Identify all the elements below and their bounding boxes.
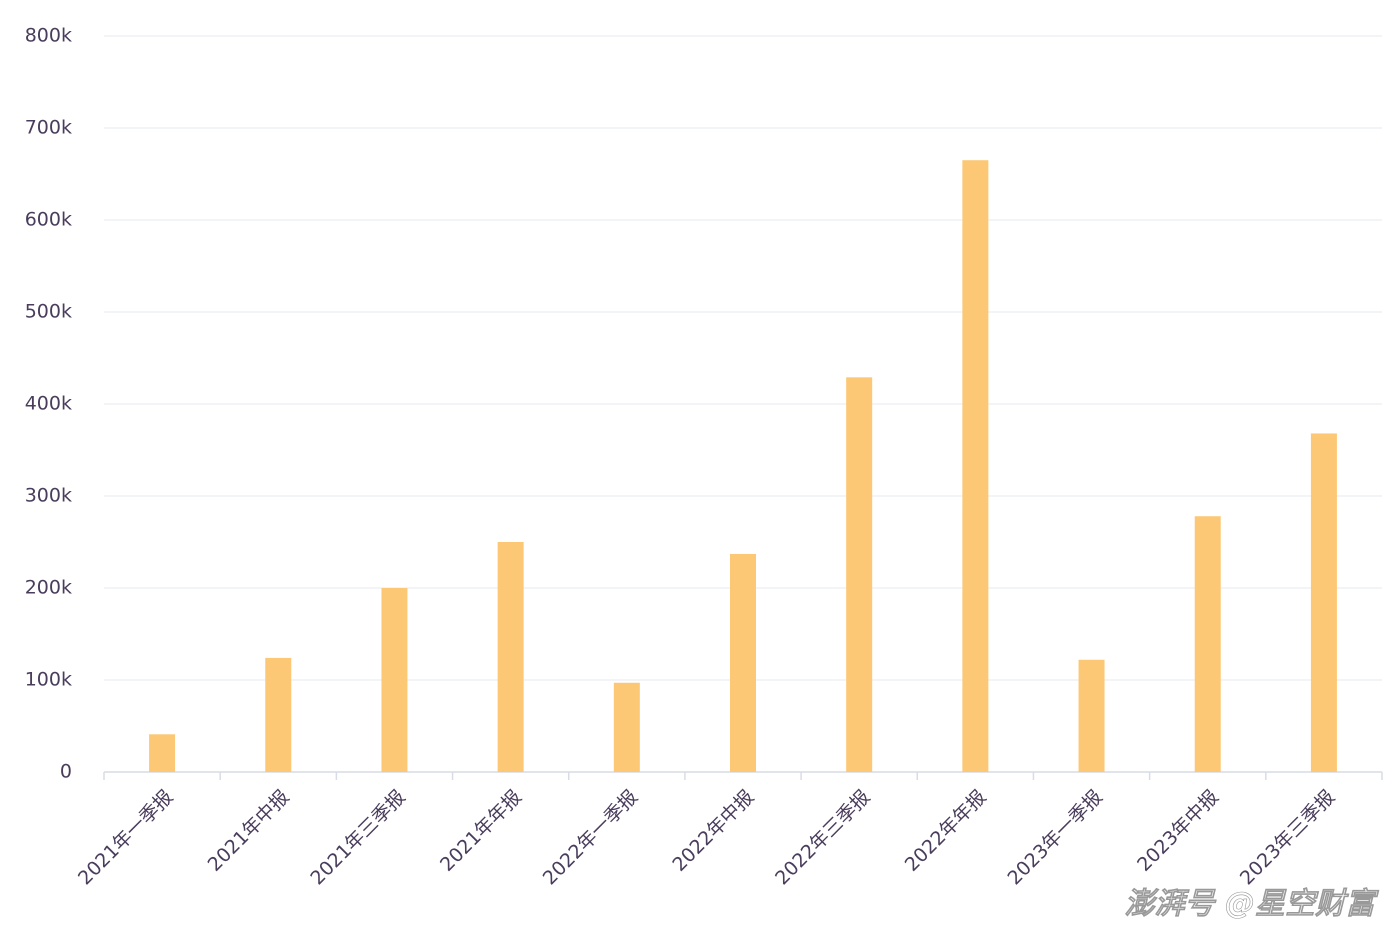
y-tick-label: 200k	[25, 577, 72, 599]
x-tick-label: 2023年三季报	[1236, 786, 1339, 889]
x-tick-label: 2021年年报	[436, 786, 526, 876]
bar	[1194, 516, 1221, 772]
x-tick-label: 2021年一季报	[74, 786, 177, 889]
bar	[613, 682, 640, 772]
bar	[730, 553, 756, 772]
bar	[1078, 659, 1105, 772]
y-tick-label: 800k	[25, 25, 72, 47]
x-tick-label: 2022年年报	[901, 786, 991, 876]
bar	[1310, 433, 1337, 772]
x-tick-label: 2022年中报	[668, 786, 758, 876]
bar	[381, 588, 408, 772]
bar	[962, 160, 989, 772]
y-tick-label: 0	[60, 761, 72, 783]
watermark: 澎湃号 @星空财富	[1125, 887, 1379, 922]
bar	[846, 377, 873, 772]
x-tick-label: 2021年三季报	[306, 786, 409, 889]
x-tick-label: 2022年一季报	[539, 786, 642, 889]
bar	[149, 734, 176, 772]
y-tick-label: 400k	[25, 393, 72, 415]
x-tick-label: 2022年三季报	[771, 786, 874, 889]
y-tick-label: 600k	[25, 209, 72, 231]
y-tick-label: 500k	[25, 301, 72, 323]
bar	[497, 542, 524, 772]
x-tick-label: 2023年一季报	[1003, 786, 1106, 889]
y-tick-label: 100k	[25, 669, 72, 691]
x-tick-label: 2023年中报	[1133, 786, 1223, 876]
bar	[265, 657, 292, 772]
x-tick-label: 2021年中报	[204, 786, 294, 876]
y-tick-label: 300k	[25, 485, 72, 507]
y-tick-label: 700k	[25, 117, 72, 139]
